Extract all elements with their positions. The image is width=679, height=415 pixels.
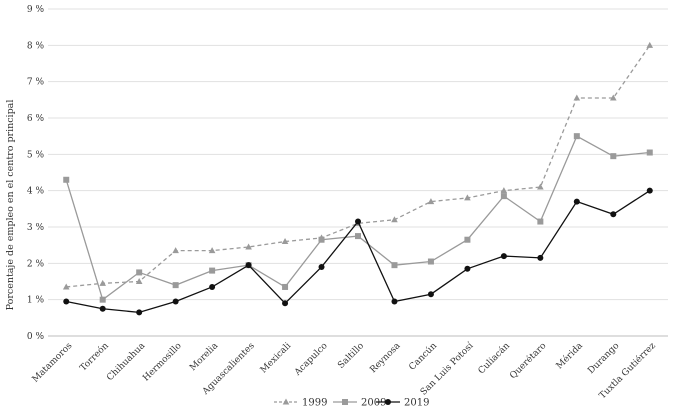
series-2019-point: [573, 198, 580, 205]
legend-label: 2019: [404, 398, 429, 409]
legend-marker: [342, 399, 348, 405]
y-tick-label: 2 %: [27, 259, 45, 269]
series-2019-point: [610, 211, 617, 218]
x-tick-label: Morelia: [188, 341, 221, 374]
series-2019-point: [646, 187, 653, 194]
series-2019-point: [537, 254, 544, 261]
y-tick-label: 9 %: [27, 5, 45, 15]
x-tick-label: Querétaro: [508, 340, 549, 381]
legend-label: 2009: [361, 398, 386, 409]
series-1999-point: [609, 94, 617, 101]
series-1999-point: [464, 194, 471, 201]
x-tick-label: Acapulco: [292, 341, 329, 378]
series-2009-point: [136, 269, 143, 276]
series-2009-point: [209, 267, 216, 274]
series-2019-point: [391, 298, 398, 305]
series-2019-point: [427, 291, 434, 298]
series-2009-point: [99, 296, 106, 303]
series-1999-point: [537, 183, 544, 190]
series-2019-point: [209, 283, 216, 290]
series-2019-point: [245, 262, 252, 269]
series-2009-point: [391, 262, 398, 269]
y-tick-label: 7 %: [27, 78, 45, 88]
series-2019-point: [136, 309, 143, 316]
series-group: [62, 41, 654, 316]
series-2009-line: [65, 135, 650, 301]
series-2009-point: [355, 233, 361, 240]
series-2009-point: [318, 236, 325, 243]
x-tick-label: Cancún: [407, 340, 439, 372]
series-2009-point: [63, 176, 70, 183]
series-2019-point: [500, 253, 507, 260]
series-1999-line: [66, 44, 651, 288]
y-tick-label: 8 %: [27, 41, 45, 51]
x-tick-label: Durango: [586, 341, 621, 376]
y-tick-label: 5 %: [27, 150, 45, 160]
series-2009-point: [646, 149, 653, 156]
series-1999-point: [646, 41, 654, 48]
x-tick-label: Reynosa: [368, 341, 403, 376]
series-1999-point: [245, 243, 252, 250]
series-2019-point: [318, 263, 325, 270]
y-tick-label: 4 %: [27, 187, 45, 197]
y-axis-ticks: 0 % 1 % 2 % 3 % 4 % 5 % 6 % 7 % 8 % 9 %: [27, 5, 45, 342]
y-tick-label: 1 %: [27, 296, 45, 306]
series-2019-point: [355, 218, 361, 225]
y-axis-label: Porcentaje de empleo en el centro princi…: [5, 100, 16, 311]
series-1999-point: [573, 94, 581, 101]
series-2009-point: [573, 133, 580, 140]
legend: 1999 2009 2019: [274, 398, 429, 409]
series-2019-line: [66, 190, 651, 314]
series-2009-point: [610, 153, 617, 160]
series-2009-point: [427, 258, 434, 265]
y-tick-label: 0 %: [27, 332, 45, 342]
legend-item-1999: 1999: [274, 398, 327, 409]
series-1999-point: [99, 279, 107, 286]
legend-item-2019: 2019: [376, 398, 429, 409]
series-2009-point: [500, 193, 507, 200]
series-2009-point: [537, 218, 544, 225]
series-2019: [63, 187, 653, 316]
legend-label: 1999: [302, 398, 327, 409]
series-2009-point: [464, 236, 471, 243]
series-2009-point: [282, 283, 289, 290]
x-tick-label: Mexicali: [259, 341, 293, 375]
series-2019-point: [464, 265, 471, 272]
series-1999-point: [391, 216, 398, 223]
series-2019-point: [63, 298, 70, 305]
series-1999-point: [500, 187, 508, 194]
series-1999-point: [172, 247, 179, 254]
x-tick-label: Torreón: [78, 340, 111, 373]
x-tick-label: Saltillo: [336, 341, 366, 371]
series-1999-point: [281, 238, 289, 245]
legend-item-2009: 2009: [333, 398, 386, 409]
legend-marker: [282, 398, 290, 405]
series-2019-point: [99, 305, 106, 312]
series-1999-point: [135, 278, 143, 284]
x-tick-label: Culiacán: [476, 340, 512, 376]
x-tick-label: Matamoros: [31, 341, 75, 385]
series-1999-point: [427, 198, 435, 205]
series-2019-point: [282, 300, 289, 307]
series-1999-point: [62, 283, 70, 290]
series-2019-point: [172, 298, 179, 305]
series-2009-point: [172, 282, 179, 289]
series-1999-point: [208, 247, 216, 254]
legend-marker: [385, 399, 391, 405]
y-tick-label: 6 %: [27, 114, 45, 124]
x-tick-label: Mérida: [554, 340, 585, 371]
y-tick-label: 3 %: [27, 223, 45, 233]
x-tick-label: Hermosillo: [141, 341, 184, 384]
series-2009: [63, 133, 653, 303]
gridlines: [48, 8, 668, 337]
